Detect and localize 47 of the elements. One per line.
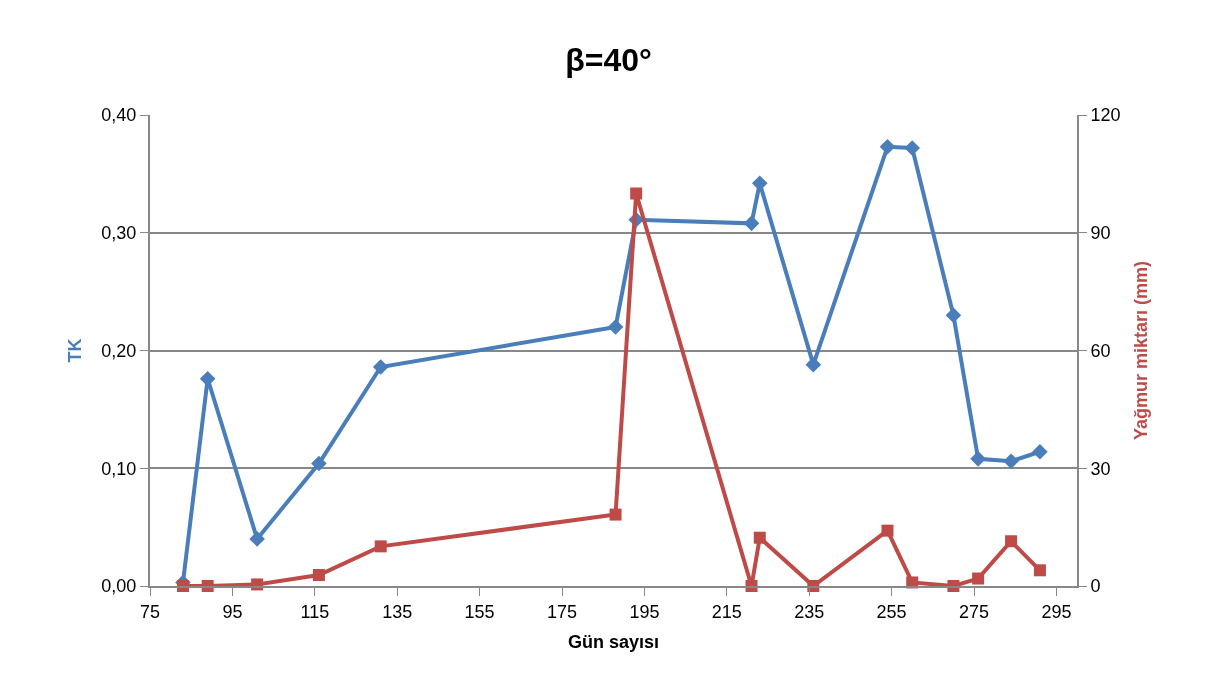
x-tick-label: 235 — [794, 601, 825, 622]
point — [607, 319, 624, 335]
y-axis-title: TK — [65, 338, 86, 363]
point — [1033, 564, 1046, 577]
point — [879, 138, 896, 155]
y2-tick-label: 30 — [1090, 458, 1111, 479]
point — [881, 524, 894, 537]
x-tick-label: 175 — [546, 601, 578, 622]
y-tick-label: 0,30 — [101, 223, 137, 244]
y2-tick-label: 90 — [1090, 223, 1111, 244]
point — [249, 531, 265, 547]
y2-tick-label: 60 — [1090, 340, 1111, 361]
point — [970, 451, 986, 467]
point — [630, 187, 643, 200]
point — [945, 307, 962, 323]
x-tick-label: 255 — [876, 601, 907, 622]
point — [1003, 453, 1019, 469]
point — [753, 531, 766, 544]
y2-axis-title: Yağmur miktarı (mm) — [1131, 260, 1152, 441]
x-tick-label: 135 — [382, 601, 413, 622]
x-tick-label: 215 — [711, 601, 742, 622]
x-tick-label: 115 — [300, 601, 330, 622]
point — [904, 140, 920, 156]
x-axis-title: Gün sayısı — [567, 632, 660, 653]
y2-tick-label: 120 — [1090, 105, 1121, 126]
point — [805, 356, 822, 373]
x-tick-label: 295 — [1041, 601, 1072, 622]
y-tick-label: 0,00 — [101, 576, 137, 597]
point — [609, 508, 622, 521]
x-tick-label: 155 — [464, 601, 495, 622]
x-tick-label: 195 — [629, 601, 660, 622]
point — [311, 455, 327, 472]
point — [743, 215, 760, 232]
x-tick-label: 275 — [958, 601, 990, 622]
point — [312, 569, 325, 582]
y-tick-label: 0,40 — [101, 105, 137, 126]
point — [972, 572, 985, 585]
y2-tick-label: 0 — [1090, 576, 1101, 597]
point — [1032, 443, 1048, 460]
point — [374, 540, 387, 553]
y-tick-label: 0,10 — [101, 458, 137, 479]
chart-title: β=40° — [565, 42, 652, 79]
point — [1005, 535, 1018, 548]
y-tick-label: 0,20 — [101, 340, 137, 361]
point — [372, 359, 389, 375]
x-tick-label: 75 — [139, 601, 161, 622]
x-tick-label: 95 — [222, 601, 243, 622]
